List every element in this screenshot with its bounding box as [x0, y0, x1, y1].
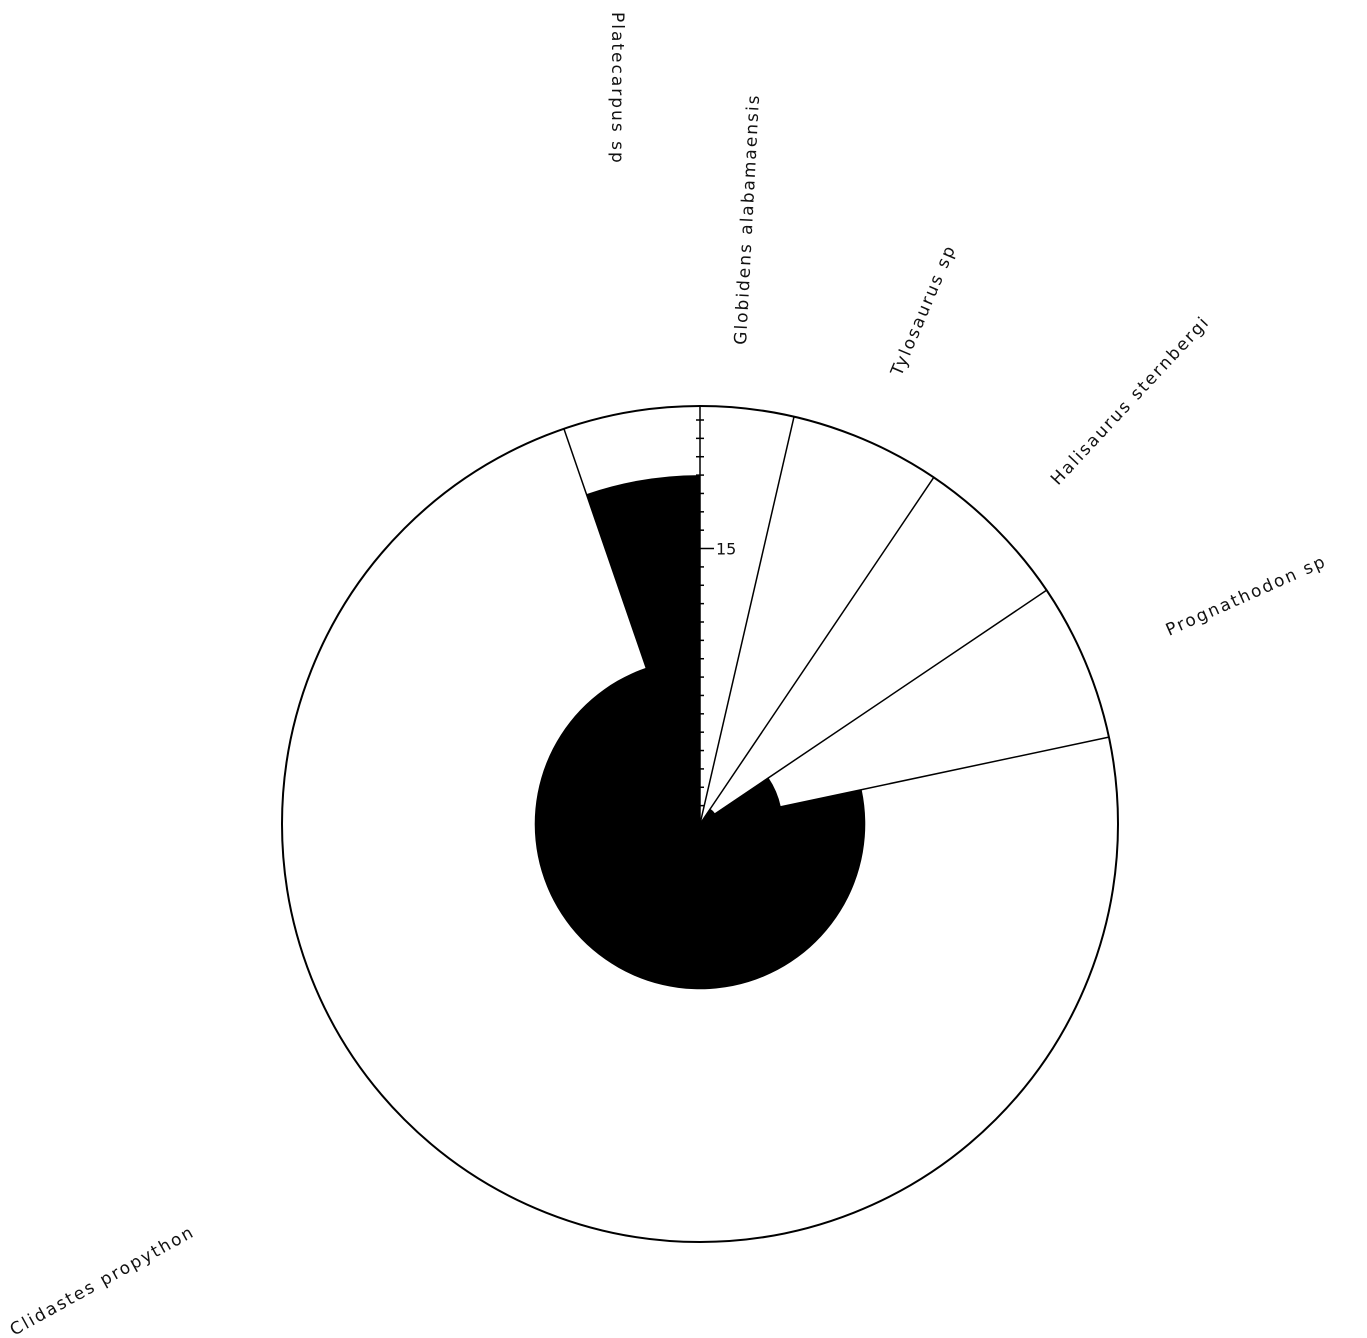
wedge-halisaurus-sternbergi	[700, 808, 716, 824]
label-platecarpus: Platecarpus sp	[607, 12, 627, 165]
sector-boundaries-group	[563, 416, 1110, 825]
sector-boundary	[699, 416, 795, 825]
scale-tick-label: 15	[716, 540, 736, 559]
sector-boundary	[699, 589, 1047, 825]
sector-boundary	[699, 736, 1110, 825]
wedge-prognathodon-sp	[700, 777, 781, 824]
label-clidastes: Clidastes propython	[7, 1222, 199, 1338]
wedges-group	[534, 475, 866, 990]
radial-scale-axis: 15	[696, 406, 736, 824]
sector-boundary	[699, 477, 935, 825]
label-globidens: Globidens alabamaensis	[731, 93, 764, 345]
label-prognathodon: Prognathodon sp	[1163, 552, 1330, 641]
wedge-clidastes-propython	[534, 667, 866, 990]
label-tylosaurus: Tylosaurus sp	[887, 242, 961, 380]
label-halisaurus: Halisaurus sternbergi	[1047, 312, 1214, 489]
sector-boundary	[563, 428, 701, 825]
wedge-platecarpus-sp	[586, 475, 700, 824]
